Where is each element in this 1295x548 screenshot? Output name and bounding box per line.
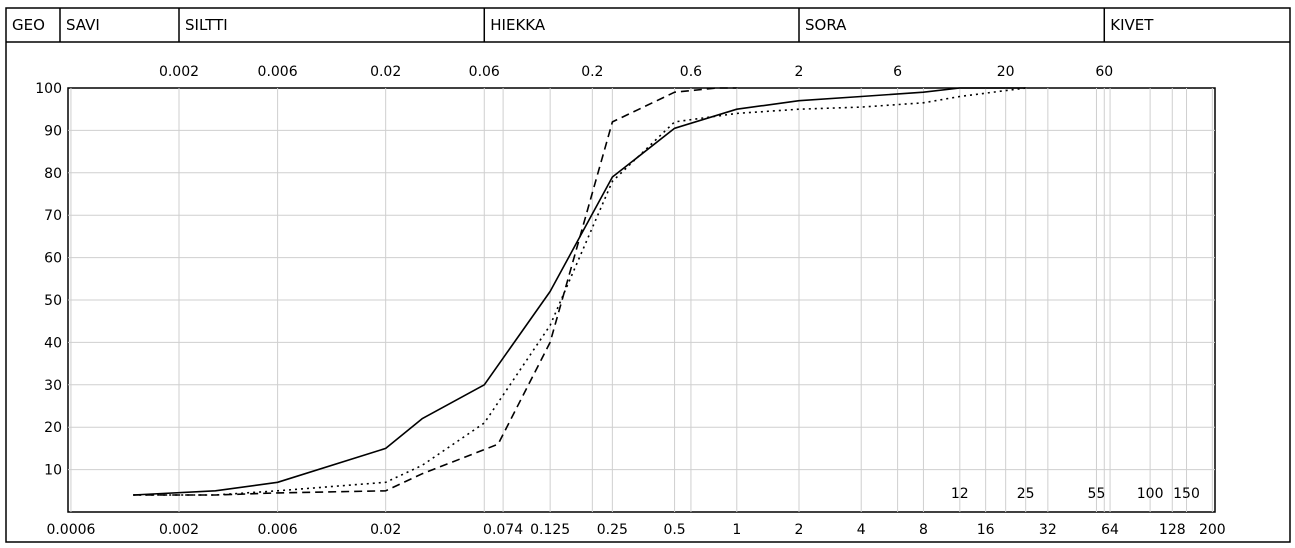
inner-tick-label: 25 xyxy=(1017,486,1035,502)
bottom-tick-label: 0.125 xyxy=(530,522,570,538)
y-tick-label: 100 xyxy=(35,81,62,97)
outer-frame xyxy=(5,7,1291,543)
y-tick-label: 80 xyxy=(44,166,62,182)
bottom-tick-label: 0.074 xyxy=(483,522,523,538)
top-tick-label: 0.2 xyxy=(581,64,603,80)
top-tick-label: 0.006 xyxy=(258,64,298,80)
y-tick-label: 10 xyxy=(44,463,62,479)
inner-tick-label: 12 xyxy=(951,486,969,502)
bottom-tick-label: 1 xyxy=(732,522,741,538)
bottom-tick-label: 200 xyxy=(1199,522,1226,538)
series-line-dashed xyxy=(133,87,737,496)
y-tick-label: 60 xyxy=(44,251,62,267)
band-label-savi: SAVI xyxy=(66,16,100,34)
y-tick-label: 20 xyxy=(44,420,62,436)
top-tick-label: 20 xyxy=(997,64,1015,80)
top-tick-label: 0.002 xyxy=(159,64,199,80)
top-tick-label: 2 xyxy=(795,64,804,80)
band-label-sora: SORA xyxy=(805,16,847,34)
series-lines xyxy=(133,87,1026,496)
bottom-tick-label: 64 xyxy=(1101,522,1119,538)
series-line-solid xyxy=(133,87,1026,496)
band-label-geo: GEO xyxy=(12,16,45,34)
bottom-tick-label: 0.006 xyxy=(258,522,298,538)
top-tick-label: 60 xyxy=(1095,64,1113,80)
bottom-tick-label: 128 xyxy=(1159,522,1186,538)
bottom-tick-label: 0.25 xyxy=(597,522,628,538)
top-tick-label: 0.6 xyxy=(680,64,702,80)
inner-tick-label: 150 xyxy=(1173,486,1200,502)
bottom-tick-label: 32 xyxy=(1039,522,1057,538)
y-tick-label: 40 xyxy=(44,335,62,351)
bottom-tick-label: 0.0006 xyxy=(46,522,95,538)
bottom-tick-label: 16 xyxy=(977,522,995,538)
bottom-tick-label: 2 xyxy=(795,522,804,538)
bottom-tick-label: 0.002 xyxy=(159,522,199,538)
top-tick-label: 0.06 xyxy=(469,64,500,80)
tick-labels: 10 20 30 40 50 60 70 80 90 100 0.002 0.006 0.02 0.06 0… xyxy=(35,64,1225,538)
y-tick-label: 90 xyxy=(44,123,62,139)
bottom-tick-label: 4 xyxy=(857,522,866,538)
bottom-tick-label: 0.5 xyxy=(663,522,685,538)
top-tick-label: 6 xyxy=(893,64,902,80)
y-tick-label: 30 xyxy=(44,378,62,394)
band-label-hiekka: HIEKKA xyxy=(490,16,546,34)
bottom-tick-label: 8 xyxy=(919,522,928,538)
band-label-kivet: KIVET xyxy=(1110,16,1154,34)
header-bands: GEO SAVI SILTTI HIEKKA SORA KIVET xyxy=(12,8,1154,42)
grid xyxy=(68,88,1215,512)
y-tick-label: 50 xyxy=(44,293,62,309)
series-line-dotted xyxy=(133,87,1026,496)
inner-tick-label: 55 xyxy=(1088,486,1106,502)
chart-frame xyxy=(5,7,1291,543)
y-tick-label: 70 xyxy=(44,208,62,224)
top-tick-label: 0.02 xyxy=(370,64,401,80)
bottom-tick-label: 0.02 xyxy=(370,522,401,538)
inner-tick-label: 100 xyxy=(1137,486,1164,502)
band-label-siltti: SILTTI xyxy=(185,16,228,34)
